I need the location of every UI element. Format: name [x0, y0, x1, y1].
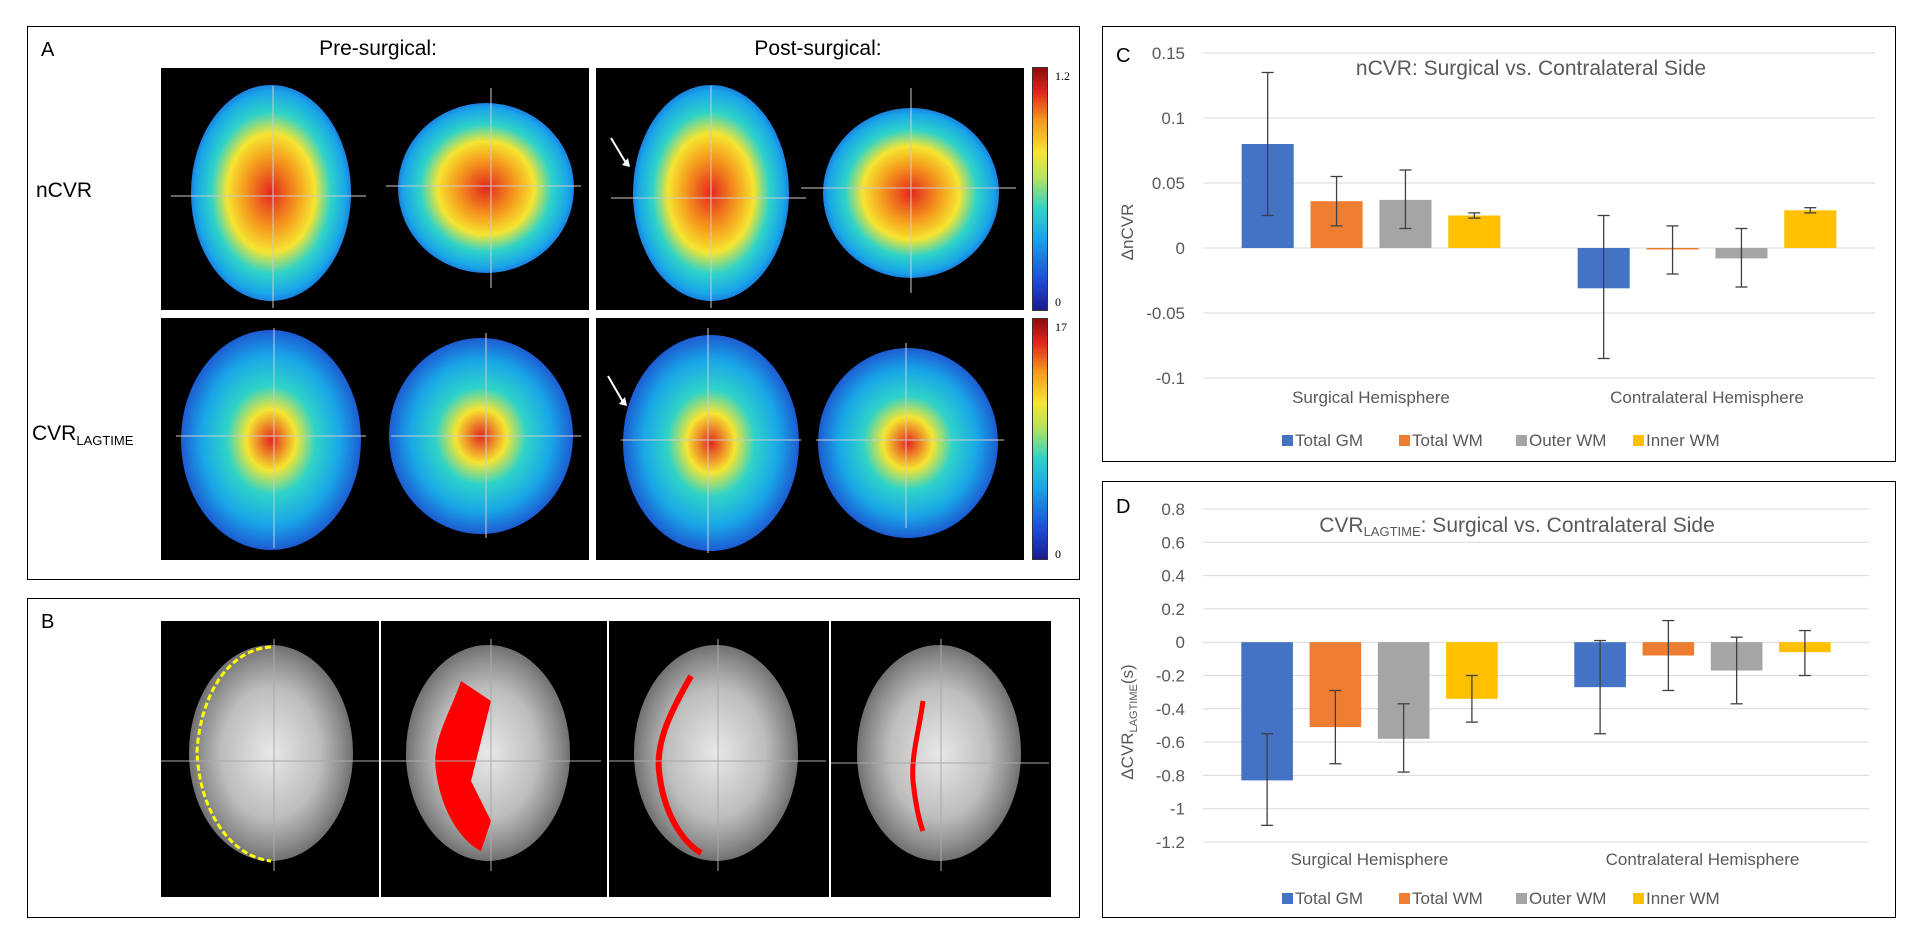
cvr-lagtime-colorbar [1032, 318, 1048, 560]
cvr-lagtime-pre-surgical-image [161, 318, 589, 560]
row-label-ncvr: nCVR [36, 179, 93, 202]
y-axis-label-sub: LAGTIME [1128, 684, 1140, 732]
y-tick-label: 0 [1176, 239, 1185, 258]
y-axis-label-main: ΔCVR [1118, 732, 1137, 779]
chart-title-main: CVR [1319, 514, 1363, 537]
row-label-cvr-main: CVR [32, 422, 77, 445]
legend-label: Total WM [1412, 431, 1483, 450]
segmentation-masks [161, 621, 1049, 897]
y-tick-label: -0.4 [1156, 700, 1185, 719]
legend-label: Total WM [1412, 889, 1483, 908]
ncvr-colorbar [1032, 67, 1048, 311]
arrow-head-icon [622, 158, 630, 167]
cvr-post-brain-scans [607, 328, 1004, 553]
panel-c: C nCVR: Surgical vs. Contralateral Side … [1102, 26, 1896, 462]
legend-swatch-inner-wm [1633, 435, 1644, 446]
gm-outline-overlay [195, 645, 272, 863]
y-axis-label: ΔCVRLAGTIME(s) [1118, 664, 1140, 779]
legend-label: Inner WM [1646, 431, 1720, 450]
y-tick-label: 0.6 [1161, 533, 1185, 552]
y-tick-label: 0.2 [1161, 600, 1185, 619]
bar-inner-wm [1784, 210, 1837, 248]
x-category-label: Surgical Hemisphere [1291, 850, 1449, 869]
coronal-brain-slice [818, 348, 998, 538]
x-category-label: Surgical Hemisphere [1292, 388, 1450, 407]
y-tick-label: -0.05 [1146, 304, 1185, 323]
t1-slice-gm [189, 645, 353, 861]
cvr-lagtime-bar-chart: CVRLAGTIME: Surgical vs. Contralateral S… [1118, 500, 1869, 908]
y-tick-label: -0.8 [1156, 766, 1185, 785]
legend-label: Total GM [1295, 431, 1363, 450]
y-tick-label: -0.6 [1156, 733, 1185, 752]
legend-label: Inner WM [1646, 889, 1720, 908]
axial-brain-slice [181, 330, 361, 550]
x-category-label: Contralateral Hemisphere [1610, 388, 1804, 407]
y-tick-label: -0.2 [1156, 667, 1185, 686]
legend-label: Outer WM [1529, 889, 1606, 908]
arrow-icon [610, 137, 627, 164]
cvr-lagtime-post-surgical-image [596, 318, 1024, 560]
y-tick-label: 0.05 [1152, 174, 1185, 193]
y-tick-label: 0.1 [1161, 109, 1185, 128]
y-tick-label: 0.4 [1161, 567, 1185, 586]
y-axis-label-suffix: (s) [1118, 664, 1137, 684]
arrow-icon [607, 375, 624, 403]
legend-swatch-total-wm [1399, 435, 1410, 446]
x-category-label: Contralateral Hemisphere [1606, 850, 1800, 869]
ncvr-pre-brain-scans [171, 85, 581, 308]
y-tick-label: -0.1 [1156, 369, 1185, 388]
legend-label: Outer WM [1529, 431, 1606, 450]
legend-swatch-total-gm [1282, 435, 1293, 446]
t1-slice-outer-wm [634, 645, 798, 861]
chart-title: nCVR: Surgical vs. Contralateral Side [1356, 57, 1706, 80]
ncvr-pre-surgical-image [161, 68, 589, 310]
coronal-brain-slice [398, 103, 574, 273]
bar-inner-wm [1448, 215, 1501, 248]
row-label-cvr-sub: LAGTIME [76, 433, 134, 449]
axial-brain-slice [191, 85, 351, 301]
pre-surgical-title: Pre-surgical: [319, 37, 437, 60]
total-wm-mask [435, 681, 491, 851]
axial-brain-slice [623, 335, 799, 551]
inner-wm-mask [910, 700, 926, 832]
panel-c-label: C [1116, 45, 1131, 67]
y-axis-label: ΔnCVR [1118, 204, 1137, 261]
panel-d-label: D [1116, 496, 1131, 518]
y-tick-label: 0 [1176, 633, 1185, 652]
panel-a-label: A [41, 39, 55, 61]
cvr-colorbar-min: 0 [1055, 547, 1061, 561]
cvr-colorbar-max: 17 [1055, 320, 1067, 334]
legend-swatch-inner-wm [1633, 893, 1644, 904]
chart-title-sub: LAGTIME [1364, 524, 1421, 539]
legend-swatch-total-wm [1399, 893, 1410, 904]
t1-slice-inner-wm [857, 645, 1021, 861]
legend-swatch-total-gm [1282, 893, 1293, 904]
panel-b-label: B [41, 611, 55, 633]
post-surgical-title: Post-surgical: [754, 37, 882, 60]
panel-d: D CVRLAGTIME: Surgical vs. Contralateral… [1102, 481, 1896, 918]
y-tick-label: -1.2 [1156, 833, 1185, 852]
row-label-cvr-lagtime: CVRLAGTIME [32, 422, 133, 448]
ncvr-colorbar-max: 1.2 [1055, 69, 1070, 83]
cvr-pre-brain-scans [176, 328, 581, 550]
ncvr-post-brain-scans [610, 85, 1016, 308]
y-tick-label: -1 [1170, 800, 1185, 819]
ncvr-post-surgical-image [596, 68, 1024, 310]
legend-swatch-outer-wm [1516, 435, 1527, 446]
panel-b: B [27, 598, 1080, 918]
y-tick-label: 0.8 [1161, 500, 1185, 519]
chart-title-suffix: : Surgical vs. Contralateral Side [1421, 514, 1715, 537]
ncvr-bar-chart: nCVR: Surgical vs. Contralateral Side Δn… [1118, 44, 1875, 450]
ncvr-colorbar-min: 0 [1055, 295, 1061, 309]
segmentation-image-strip [161, 621, 1051, 897]
arrow-head-icon [619, 397, 627, 406]
legend-label: Total GM [1295, 889, 1363, 908]
chart-title: CVRLAGTIME: Surgical vs. Contralateral S… [1319, 514, 1715, 539]
y-tick-label: 0.15 [1152, 44, 1185, 63]
legend-swatch-outer-wm [1516, 893, 1527, 904]
panel-a: A Pre-surgical: Post-surgical: nCVR CVRL… [27, 26, 1080, 580]
outer-wm-mask [655, 674, 703, 856]
